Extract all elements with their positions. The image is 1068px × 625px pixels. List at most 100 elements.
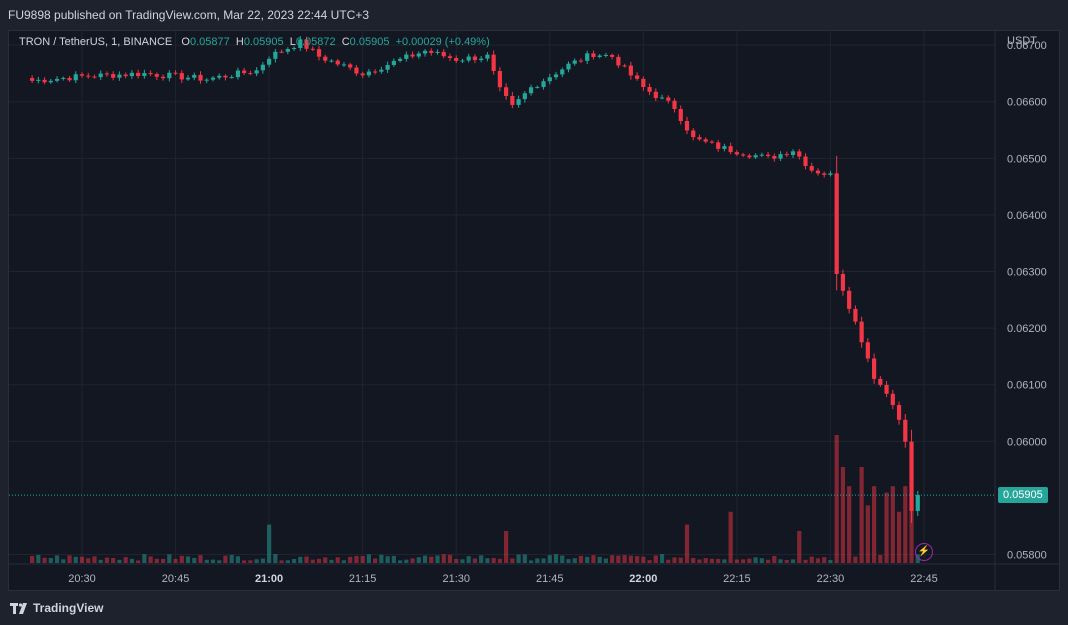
candle: [828, 170, 833, 177]
volume-bar: [248, 560, 253, 563]
candle: [229, 75, 234, 79]
volume-bar: [840, 467, 846, 563]
candle: [585, 50, 590, 65]
volume-bar: [279, 560, 284, 563]
volume-bar: [628, 555, 633, 563]
volume-bar: [67, 555, 72, 563]
price-axis[interactable]: 0.06700 0.06600 0.06500 0.06400 0.06300 0.062…: [1007, 40, 1047, 561]
volume-bar: [104, 557, 110, 563]
volume-bar: [285, 560, 290, 563]
candle: [759, 152, 764, 158]
tradingview-brand[interactable]: TradingView: [10, 601, 103, 615]
volume-bar: [267, 524, 272, 563]
candle: [304, 36, 309, 52]
volume-bar: [878, 555, 883, 563]
volume-bar: [560, 555, 565, 563]
tradingview-logo-icon: [10, 602, 28, 614]
volume-bar: [853, 556, 858, 563]
candle: [373, 69, 378, 75]
low-label: L: [289, 36, 296, 48]
volume-bar: [634, 556, 640, 563]
candle: [422, 49, 428, 57]
volume-bar: [859, 467, 864, 563]
volume-bar: [460, 559, 465, 563]
candle: [235, 67, 241, 80]
volume-bar: [847, 486, 852, 563]
candle: [878, 375, 883, 387]
candlestick-chart[interactable]: USDT 0.06700 0.06600 0.06500 0.06400 0.06300…: [9, 31, 1059, 590]
volume-bar: [54, 555, 60, 563]
volume-bar: [872, 486, 877, 563]
candle: [903, 414, 908, 448]
volume-bar: [229, 554, 234, 563]
volume-bar: [741, 559, 746, 563]
candle: [111, 71, 116, 81]
volume-bar: [123, 557, 128, 563]
price-tick-label: 0.05800: [1007, 550, 1047, 562]
candle: [273, 48, 278, 63]
candle: [566, 61, 571, 73]
candle: [48, 78, 53, 84]
volume-bar: [472, 558, 478, 563]
volume-bar: [516, 554, 521, 563]
candle: [535, 85, 540, 89]
volume-bar: [603, 558, 609, 563]
time-axis[interactable]: 20:30 20:45 21:00 21:15 21:30 21:45 22:00 22:15…: [68, 573, 938, 585]
chart-panel[interactable]: USDT 0.06700 0.06600 0.06500 0.06400 0.06300…: [8, 30, 1060, 591]
candle: [553, 71, 559, 80]
volume-bar: [429, 556, 434, 563]
candle: [323, 54, 328, 64]
candle: [341, 62, 347, 67]
candle: [847, 286, 852, 314]
candle: [217, 73, 222, 80]
volume-bar: [597, 556, 602, 563]
volume-bar: [341, 560, 347, 563]
volume-bar: [179, 555, 184, 563]
candle: [167, 70, 172, 82]
volume-bar: [659, 554, 665, 563]
volume-bar: [709, 558, 715, 563]
candle: [491, 50, 496, 75]
ohlc-legend: TRON / TetherUS, 1, BINANCE O0.05877 H0.…: [19, 36, 490, 48]
candle: [547, 73, 552, 85]
volume-bar: [254, 559, 259, 563]
candle: [890, 389, 895, 410]
volume-bar: [129, 558, 134, 563]
candle: [765, 151, 771, 159]
lightning-icon[interactable]: ⚡: [915, 543, 933, 561]
volume-bar: [678, 557, 683, 563]
close-value: 0.05905: [349, 36, 390, 48]
candle: [67, 75, 72, 82]
volume-bar: [335, 557, 340, 563]
candle: [267, 56, 272, 68]
candle: [316, 45, 322, 61]
volume-bar: [348, 556, 353, 563]
candle: [853, 305, 858, 325]
candle: [653, 88, 658, 102]
candle: [435, 49, 440, 55]
volume-bar: [797, 531, 802, 563]
candle: [560, 67, 565, 78]
candle: [659, 94, 665, 100]
volume-bar: [154, 558, 159, 563]
volume-bar: [553, 554, 559, 563]
candle: [578, 58, 584, 64]
volume-bar: [822, 557, 827, 563]
price-tick-label: 0.06200: [1007, 323, 1047, 335]
symbol-label: TRON / TetherUS, 1, BINANCE: [19, 36, 173, 48]
volume-bar: [422, 555, 428, 563]
volume-bar: [404, 559, 409, 563]
volume-bar: [385, 556, 390, 563]
candle: [223, 74, 228, 81]
volume-bar: [42, 557, 47, 563]
candle: [291, 46, 297, 51]
volume-bar: [815, 558, 821, 563]
price-tick-label: 0.06500: [1007, 153, 1047, 165]
volume-bar: [86, 558, 91, 563]
volume-bar: [310, 559, 315, 563]
candle: [248, 70, 253, 76]
low-value: 0.05872: [295, 36, 336, 48]
candle: [840, 269, 846, 296]
volume-bar: [884, 492, 889, 563]
volume-bar: [703, 558, 708, 563]
